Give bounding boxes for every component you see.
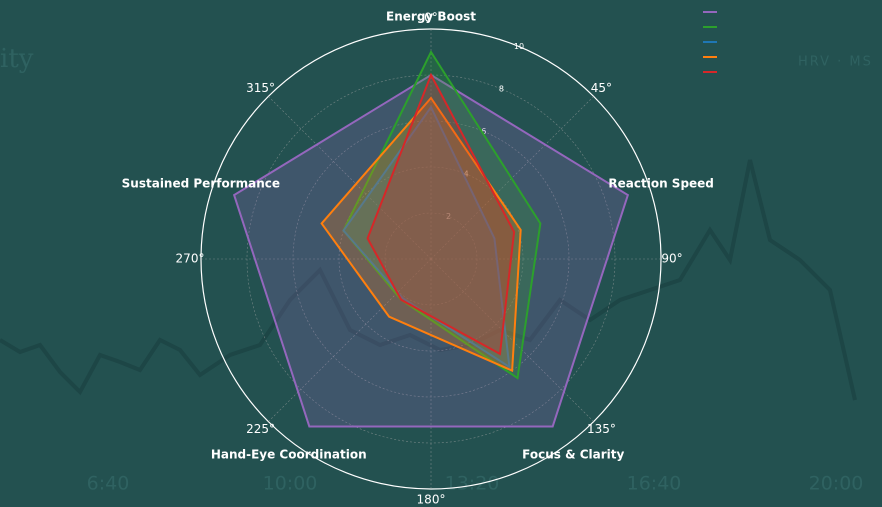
series-area — [366, 72, 516, 356]
category-label: Focus & Clarity — [522, 447, 624, 461]
angle-tick-label: 90° — [661, 252, 682, 266]
r-tick-label: 2 — [446, 212, 451, 221]
background-x-tick: 6:40 — [87, 473, 130, 495]
series-area — [232, 73, 630, 428]
angle-tick-label: 0° — [424, 11, 438, 25]
background-legend: HRV · MS — [798, 55, 873, 70]
r-tick-label: 10 — [514, 42, 524, 51]
category-label: Reaction Speed — [608, 177, 714, 191]
background-x-tick: 10:00 — [263, 473, 318, 495]
angle-tick-label: 45° — [591, 81, 612, 95]
angle-tick-label: 270° — [176, 252, 205, 266]
category-label: Sustained Performance — [122, 177, 280, 191]
angle-tick-label: 315° — [246, 81, 275, 95]
background-x-tick: 20:00 — [809, 473, 864, 495]
category-label: Hand-Eye Coordination — [211, 447, 367, 461]
r-tick-label: 8 — [499, 85, 504, 94]
series-area — [342, 49, 542, 380]
series-area — [342, 105, 511, 369]
category-label: Energy Boost — [386, 10, 476, 24]
angle-tick-label: 135° — [587, 422, 616, 436]
background-x-tick: 13:20 — [445, 473, 500, 495]
angle-tick-label: 225° — [246, 422, 275, 436]
background-x-tick: 16:40 — [627, 473, 682, 495]
r-tick-label: 6 — [481, 127, 486, 136]
r-tick-label: 4 — [464, 170, 469, 179]
angle-tick-label: 180° — [417, 493, 446, 507]
background-title: ity — [0, 44, 34, 74]
series-area — [320, 96, 522, 373]
background-line — [0, 159, 857, 401]
